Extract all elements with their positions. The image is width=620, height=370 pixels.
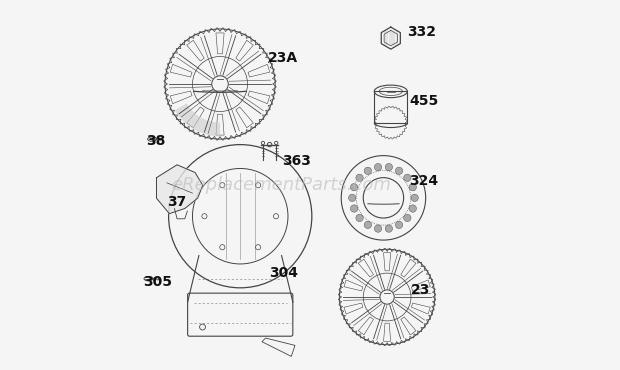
Text: 304: 304	[270, 266, 299, 280]
Circle shape	[404, 174, 411, 181]
Circle shape	[385, 225, 392, 232]
Circle shape	[404, 214, 411, 222]
Text: 324: 324	[409, 174, 438, 188]
Circle shape	[364, 221, 371, 229]
Text: 37: 37	[167, 195, 186, 209]
Text: 455: 455	[409, 94, 438, 108]
Text: 23A: 23A	[268, 51, 298, 65]
Text: eReplacementParts.com: eReplacementParts.com	[170, 176, 391, 194]
Polygon shape	[156, 165, 203, 213]
Bar	[374, 91, 407, 122]
Circle shape	[356, 214, 363, 222]
Circle shape	[348, 194, 356, 202]
Circle shape	[374, 225, 382, 232]
Wedge shape	[175, 103, 220, 136]
Circle shape	[396, 221, 403, 229]
Circle shape	[374, 164, 382, 171]
Text: 305: 305	[143, 275, 172, 289]
Circle shape	[364, 167, 371, 175]
Circle shape	[356, 174, 363, 181]
Circle shape	[409, 205, 417, 212]
Circle shape	[409, 184, 417, 191]
Text: 332: 332	[407, 24, 436, 38]
Circle shape	[396, 167, 403, 175]
Circle shape	[385, 164, 392, 171]
Text: 363: 363	[283, 154, 311, 168]
Circle shape	[350, 184, 358, 191]
Circle shape	[350, 205, 358, 212]
Text: 38: 38	[146, 134, 166, 148]
Circle shape	[411, 194, 418, 202]
Text: 23: 23	[411, 283, 430, 297]
